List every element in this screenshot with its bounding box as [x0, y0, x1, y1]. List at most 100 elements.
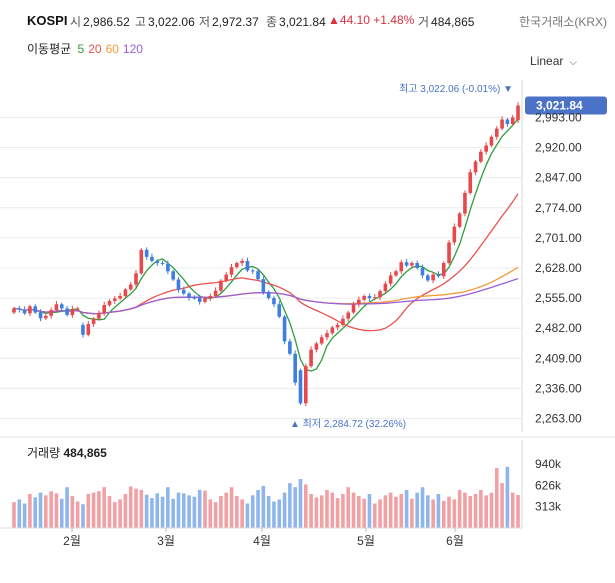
candle-body: [452, 226, 457, 243]
candle-body: [91, 318, 96, 325]
low-annotation: ▲ 최저 2,284.72 (32.26%): [290, 418, 406, 430]
price-tick-label: 2,409.00: [535, 351, 582, 365]
volume-bar: [250, 495, 255, 528]
ma-60-label[interactable]: 60: [105, 42, 119, 56]
data-source: 한국거래소(KRX): [519, 15, 607, 29]
candle-body: [155, 260, 160, 264]
time-tick-label: 3월: [157, 534, 175, 548]
candle-body: [341, 318, 345, 325]
change-quote: ▲44.10 +1.48%: [328, 13, 415, 27]
volume-bar: [166, 487, 170, 528]
volume-bar: [468, 496, 473, 528]
price-tick-label: 2,774.00: [535, 201, 582, 215]
high-annotation: 최고 3,022.06 (-0.01%) ▼: [399, 83, 513, 95]
candle-body: [410, 263, 414, 266]
volume-bar: [44, 495, 48, 528]
price-tick-label: 2,920.00: [535, 141, 582, 155]
candle-body: [28, 306, 32, 314]
volume-bar: [245, 503, 250, 528]
volume-bar: [330, 492, 335, 528]
volume-bar: [160, 496, 165, 528]
candle-body: [489, 136, 494, 146]
volume-bar: [28, 494, 32, 528]
volume-bar: [107, 496, 112, 528]
candle-body: [49, 310, 53, 316]
volume-bar: [357, 496, 361, 528]
volume-bar: [192, 496, 197, 528]
price-tick-label: 2,336.00: [535, 381, 582, 395]
ma-5-label[interactable]: 5: [77, 42, 85, 56]
volume-bar: [410, 498, 414, 528]
candle-body: [325, 333, 329, 338]
candle-body: [388, 275, 393, 284]
candle-body: [17, 308, 22, 310]
volume-bar: [118, 499, 122, 528]
volume-bar: [22, 503, 27, 528]
candle-body: [70, 309, 75, 315]
volume-bar: [187, 495, 191, 528]
volume-bar: [325, 489, 329, 528]
candle-body: [22, 309, 27, 314]
volume-bar: [208, 499, 213, 528]
candle-body: [473, 161, 478, 173]
candle-body: [235, 263, 239, 268]
volume-bar: [500, 483, 504, 528]
candle-body: [447, 242, 451, 264]
volume-bar: [309, 494, 313, 528]
volume-tick-label: 940k: [535, 457, 562, 471]
chevron-down-icon: ⌵: [569, 57, 577, 68]
price-tick-label: 2,701.00: [535, 231, 582, 245]
volume-bar: [367, 494, 372, 528]
candle-body: [436, 274, 441, 277]
volume-bar: [484, 495, 488, 528]
candle-body: [293, 353, 297, 383]
candle-body: [261, 279, 266, 292]
candle-body: [468, 172, 473, 193]
candle-body: [250, 270, 255, 272]
volume-bar: [431, 499, 435, 528]
volume-bar: [181, 493, 186, 528]
candle-body: [113, 298, 117, 301]
volume-bar: [494, 468, 499, 528]
volume-bar: [383, 495, 388, 528]
candle-body: [298, 370, 303, 404]
ma-120-label[interactable]: 120: [122, 42, 143, 56]
candle-body: [404, 262, 409, 266]
volume-bar: [203, 490, 207, 528]
volume-bar: [404, 489, 409, 528]
candle-body: [351, 304, 356, 313]
candle-body: [81, 324, 85, 335]
candle-body: [192, 297, 197, 299]
volume-bar: [303, 484, 308, 528]
volume-bar: [452, 499, 457, 528]
quote-header: KOSPI 시 2,986.52 고 3,022.06 저 2,972.37 종 3,0…: [0, 0, 615, 40]
scale-selector[interactable]: Linear ⌵: [530, 54, 577, 68]
time-tick-label: 4월: [253, 534, 271, 548]
volume-bar: [447, 496, 451, 528]
volume-bar: [293, 487, 297, 528]
candle-body: [33, 306, 38, 313]
candle-body: [256, 271, 260, 280]
volume-bar: [65, 487, 69, 528]
ma-20-label[interactable]: 20: [88, 42, 102, 56]
volume-bar: [176, 492, 181, 528]
candle-body: [282, 316, 287, 342]
volume-bar: [144, 494, 149, 528]
candle-body: [420, 267, 425, 276]
price-tick-label: 2,847.00: [535, 171, 582, 185]
volume-bar: [102, 487, 106, 528]
candle-body: [494, 128, 499, 137]
volume-bar: [134, 488, 138, 528]
volume-bar: [97, 491, 101, 528]
candle-body: [208, 296, 213, 299]
volume-bar: [261, 485, 266, 528]
volume-bar: [49, 491, 53, 528]
candle-body: [240, 260, 244, 264]
price-tick-label: 2,555.00: [535, 291, 582, 305]
candle-body: [426, 275, 430, 281]
candle-body: [272, 298, 276, 305]
candle-body: [166, 263, 170, 272]
candle-body: [484, 145, 488, 152]
volume-bar: [155, 493, 160, 528]
